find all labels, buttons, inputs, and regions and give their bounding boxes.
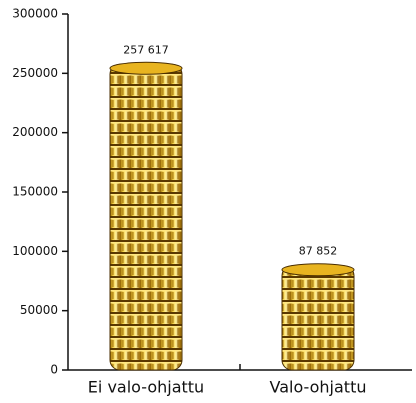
y-tick-label: 50000 (20, 303, 58, 317)
y-tick-label: 200000 (12, 125, 58, 139)
x-tick-label: Valo-ohjattu (270, 378, 367, 397)
x-tick-label: Ei valo-ohjattu (88, 378, 204, 397)
bar (110, 64, 182, 370)
y-tick-label: 0 (50, 363, 58, 377)
coin-top (282, 264, 354, 276)
y-tick-label: 100000 (12, 244, 58, 258)
y-tick-label: 300000 (12, 7, 58, 21)
value-label: 87 852 (299, 245, 338, 258)
y-tick-label: 250000 (12, 66, 58, 80)
chart: 0 50000 100000 150000 200000 250000 300000 Ei v… (0, 0, 416, 403)
y-tick-label: 150000 (12, 185, 58, 199)
bar (282, 266, 354, 370)
value-label: 257 617 (123, 43, 169, 56)
coin-top (110, 62, 182, 74)
